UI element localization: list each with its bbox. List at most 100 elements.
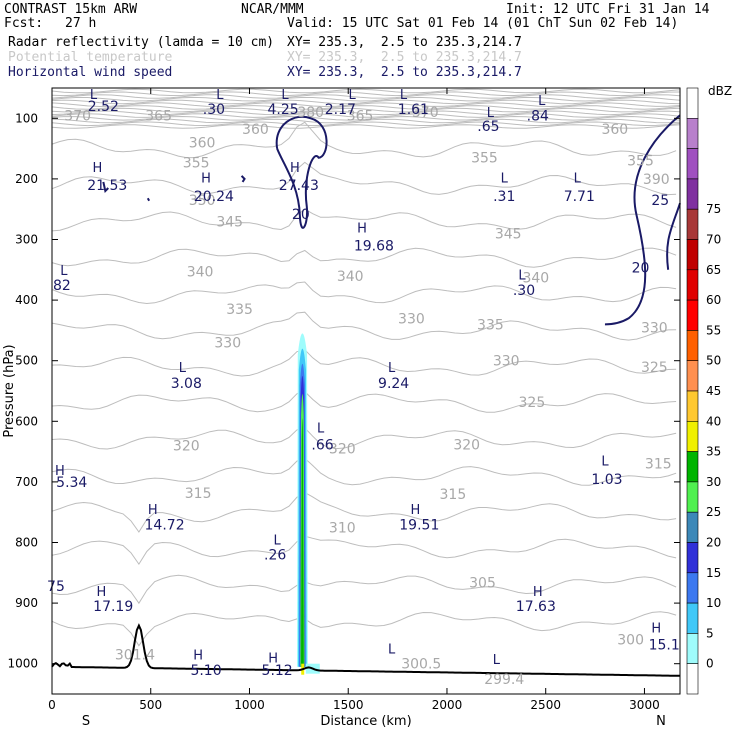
- theta-label: 315: [440, 487, 467, 503]
- x-tick-label: 3000: [629, 698, 660, 712]
- hl-marker: L: [388, 643, 396, 658]
- hl-marker: L: [518, 269, 526, 284]
- valid-time: Valid: 15 UTC Sat 01 Feb 14 (01 ChT Sun …: [287, 16, 679, 31]
- hl-marker: H: [290, 161, 300, 176]
- field-name-wind: Horizontal wind speed: [8, 65, 173, 80]
- x-tick-label: 1500: [333, 698, 364, 712]
- wind-contour-jet: [275, 115, 328, 229]
- theta-label: 299.4: [484, 672, 524, 688]
- field-xy-wind: XY= 235.3, 2.5 to 235.3,214.7: [287, 65, 522, 80]
- field-name-reflectivity: Radar reflectivity (lamda = 10 cm): [8, 35, 275, 50]
- colorbar-level: 55: [706, 323, 721, 337]
- y-tick-label: 1000: [7, 657, 38, 671]
- colorbar-swatch: [686, 663, 699, 695]
- y-axis-label: Pressure (hPa): [2, 344, 17, 437]
- colorbar-level: 70: [706, 233, 721, 247]
- colorbar-level: 60: [706, 293, 721, 307]
- theta-label: 390: [643, 172, 670, 188]
- theta-contour-upper: [51, 96, 681, 102]
- hl-marker: H: [651, 621, 661, 636]
- theta-contour: [51, 391, 677, 413]
- theta-contour-upper: [51, 88, 681, 94]
- hl-marker: H: [201, 172, 211, 187]
- wind-label: 20.24: [194, 189, 234, 205]
- wind-label: 19.68: [354, 239, 394, 255]
- colorbar-level: 15: [706, 566, 721, 580]
- hl-marker: L: [281, 88, 289, 103]
- x-tick-label: 1000: [234, 698, 265, 712]
- theta-label: 330: [493, 354, 520, 370]
- colorbar-level: 75: [706, 202, 721, 216]
- theta-label: 350: [189, 193, 216, 209]
- y-tick-label: 600: [15, 414, 38, 428]
- theta-label: 320: [453, 437, 480, 453]
- hl-marker: L: [60, 264, 68, 279]
- wind-label: .30: [513, 283, 535, 299]
- wind-label: .31: [493, 189, 515, 205]
- theta-label: 315: [185, 486, 212, 502]
- theta-label: 335: [477, 317, 504, 333]
- theta-label: 360: [242, 122, 269, 138]
- x-tick-label: 2000: [432, 698, 463, 712]
- y-tick-label: 900: [15, 596, 38, 610]
- y-tick-label: 300: [15, 233, 38, 247]
- field-xy-reflectivity: XY= 235.3, 2.5 to 235.3,214.7: [287, 35, 522, 50]
- plot-area: [52, 88, 680, 694]
- theta-contour: [51, 247, 677, 268]
- hl-marker: H: [357, 221, 367, 236]
- theta-label: 320: [329, 442, 356, 458]
- x-tick-label: 0: [48, 698, 56, 712]
- wind-label: .65: [477, 119, 499, 135]
- hl-marker: H: [193, 649, 203, 664]
- wind-label: 2.17: [325, 102, 356, 118]
- theta-label: 345: [495, 226, 522, 242]
- colorbar-swatch: [686, 481, 699, 513]
- theta-contour: [51, 457, 677, 486]
- theta-contour: [51, 311, 677, 341]
- theta-contour-upper: [51, 118, 681, 124]
- wind-contour-small: [240, 175, 246, 183]
- hl-marker: L: [400, 88, 408, 103]
- colorbar-swatch: [686, 208, 699, 240]
- colorbar-level: 10: [706, 596, 721, 610]
- wind-label: 4.25: [267, 102, 298, 118]
- theta-label: 310: [329, 520, 356, 536]
- wind-label: .66: [311, 437, 333, 453]
- theta-label: 300.5: [401, 657, 441, 673]
- theta-contour-upper: [51, 107, 681, 113]
- wind-label-edge: 75: [47, 579, 65, 595]
- colorbar-swatch: [686, 420, 699, 452]
- wind-contour-small: [102, 181, 109, 194]
- x-tick-label: 500: [139, 698, 162, 712]
- theta-contour: [51, 161, 677, 196]
- wind-contour-small: [146, 197, 151, 202]
- theta-contour-upper: [51, 124, 681, 129]
- colorbar-level: 45: [706, 384, 721, 398]
- theta-contour: [51, 121, 677, 159]
- y-tick-label: 200: [15, 172, 38, 186]
- hl-marker: H: [55, 464, 65, 479]
- theta-contour-upper: [51, 121, 681, 127]
- theta-contour: [51, 491, 677, 533]
- theta-label: 320: [173, 439, 200, 455]
- theta-label: 300: [617, 632, 644, 648]
- theta-contour: [51, 611, 677, 647]
- colorbar-swatch: [686, 542, 699, 574]
- theta-contour-upper: [51, 115, 681, 121]
- theta-contour-upper: [51, 94, 681, 99]
- colorbar-level: 5: [706, 626, 714, 640]
- theta-contour-upper: [51, 102, 681, 108]
- theta-label: 360: [601, 122, 628, 138]
- theta-label: 325: [641, 360, 668, 376]
- wind-label: 1.03: [591, 472, 622, 488]
- colorbar-swatch: [686, 390, 699, 422]
- colorbar-level: 25: [706, 505, 721, 519]
- colorbar-level: 20: [706, 536, 721, 550]
- y-tick-label: 400: [15, 293, 38, 307]
- colorbar-level: 50: [706, 354, 721, 368]
- wind-label: 25: [651, 193, 669, 209]
- theta-contour: [51, 349, 677, 377]
- theta-label: 355: [627, 154, 654, 170]
- colorbar-level: 40: [706, 414, 721, 428]
